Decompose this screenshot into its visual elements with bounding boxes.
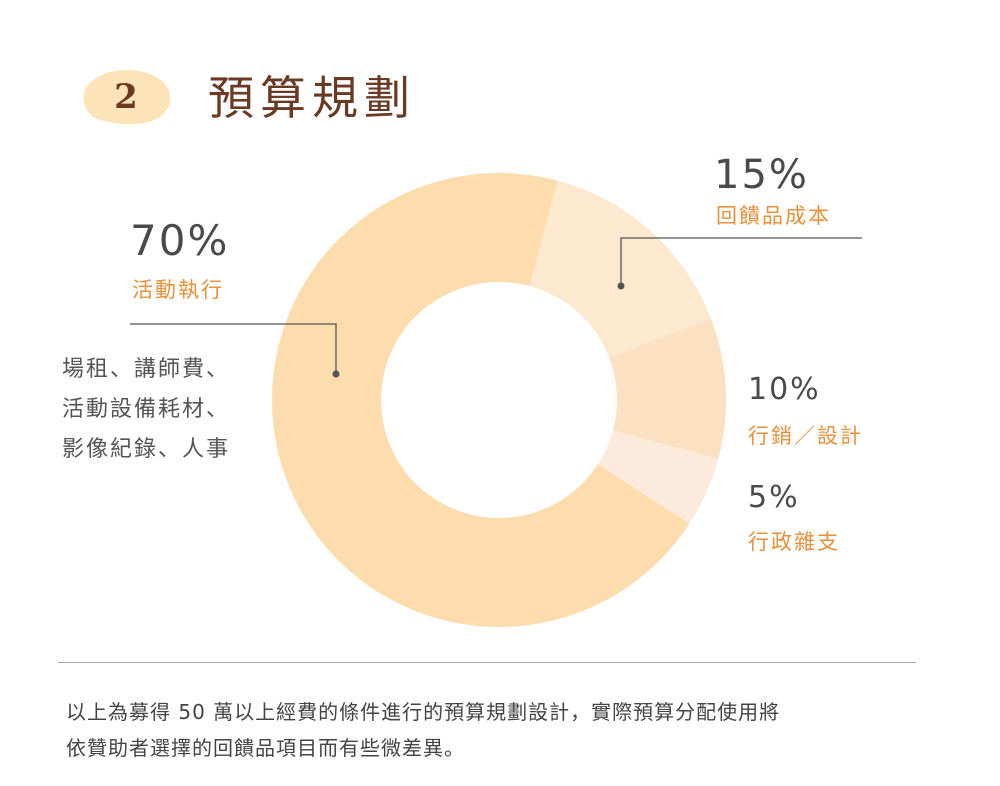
admin-percent: 5%: [748, 480, 800, 515]
activity-note-line: 場租、講師費、: [62, 357, 231, 382]
badge-shape: [83, 70, 171, 125]
step-number: 2: [114, 77, 138, 117]
donut-slice-2: [597, 430, 719, 524]
marketing-label: 行銷／設計: [748, 424, 863, 448]
admin-label: 行政雜支: [748, 530, 840, 554]
gift-percent: 15%: [714, 152, 809, 198]
footer-note: 以上為募得 50 萬以上經費的條件進行的預算規劃設計，實際預算分配使用將 依贊助…: [66, 694, 936, 766]
activity-percent: 70%: [130, 216, 230, 265]
leader-line-activity: [130, 323, 337, 374]
gift-label: 回饋品成本: [716, 204, 831, 228]
leader-dot-activity: [332, 370, 340, 378]
activity-note-line: 活動設備耗材、: [62, 397, 231, 422]
donut-slice-1: [609, 318, 726, 459]
activity-note: 場租、講師費、 活動設備耗材、 影像紀錄、人事: [62, 350, 272, 470]
leader-line-gift: [620, 237, 862, 286]
leader-dot-gift: [617, 282, 625, 290]
step-badge: 2: [78, 66, 174, 128]
marketing-percent: 10%: [748, 372, 821, 407]
activity-label: 活動執行: [132, 278, 224, 302]
donut-slice-0: [529, 180, 711, 358]
divider: [58, 662, 916, 663]
footer-line: 依贊助者選擇的回饋品項目而有些微差異。: [66, 736, 465, 760]
donut-slice-3: [271, 172, 690, 628]
page-title: 預算規劃: [208, 71, 416, 125]
activity-note-line: 影像紀錄、人事: [62, 437, 231, 462]
footer-line: 以上為募得 50 萬以上經費的條件進行的預算規劃設計，實際預算分配使用將: [66, 700, 781, 724]
